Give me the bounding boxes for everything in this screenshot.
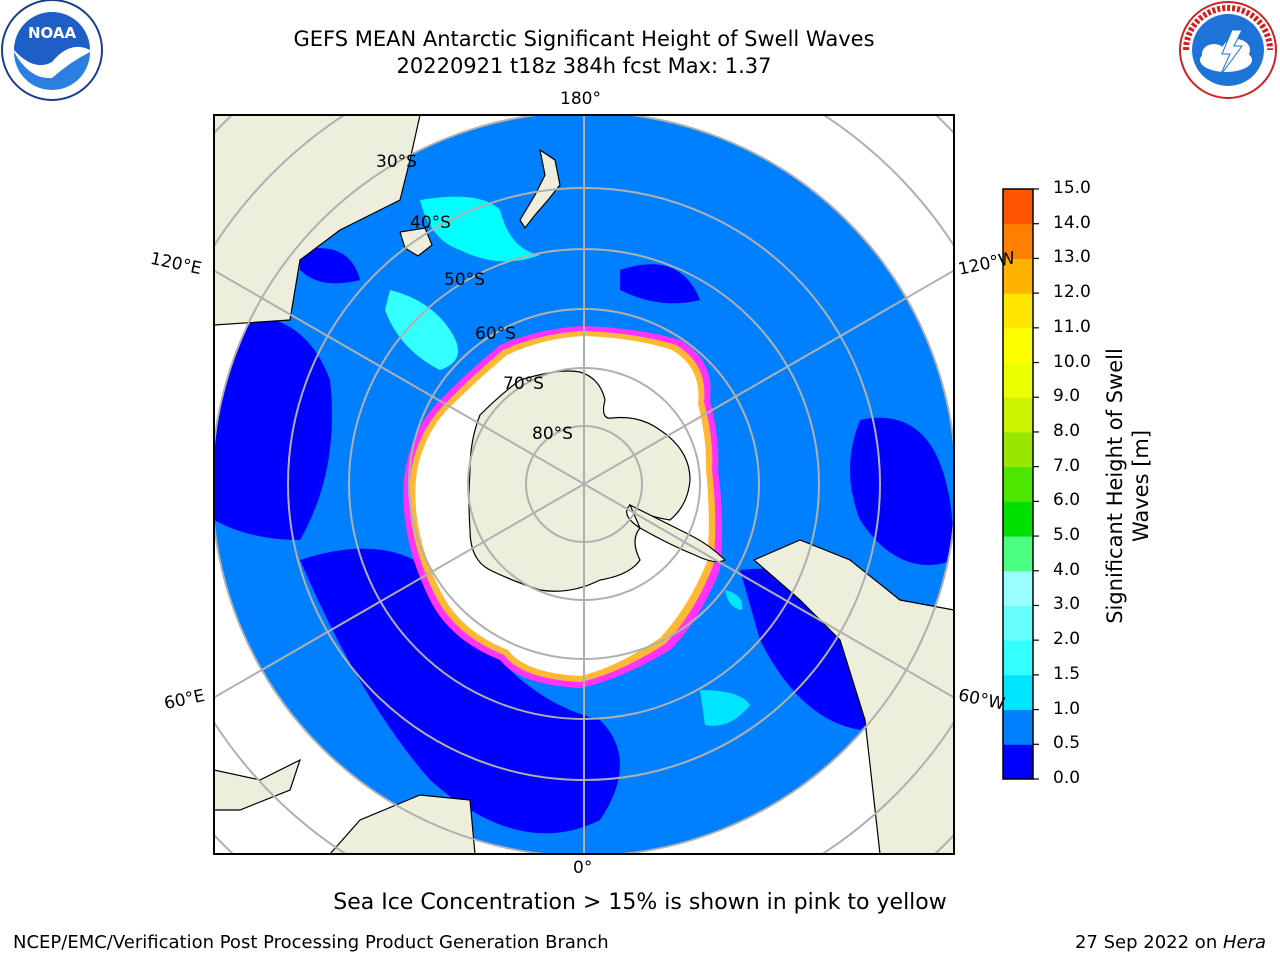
colorbar-tick-label: 0.0 — [1053, 768, 1081, 788]
colorbar-block — [1003, 709, 1033, 745]
colorbar-tick-label: 1.5 — [1053, 663, 1081, 684]
footer-date: 27 Sep 2022 on Hera — [1075, 932, 1266, 953]
colorbar-block — [1003, 466, 1033, 502]
colorbar — [1003, 188, 1039, 780]
noaa-logo: NOAA — [0, 0, 104, 104]
colorbar-tick-label: 2.0 — [1053, 629, 1081, 650]
colorbar-block — [1003, 362, 1033, 398]
map-title: GEFS MEAN Antarctic Significant Height o… — [293, 27, 875, 51]
footer-host: Hera — [1222, 932, 1266, 953]
colorbar-tick-label: 9.0 — [1053, 386, 1081, 407]
lat-label-30s: 30°S — [376, 152, 417, 172]
colorbar-tick-label: 13.0 — [1053, 247, 1091, 268]
colorbar-block — [1003, 605, 1033, 641]
colorbar-block — [1003, 327, 1033, 364]
colorbar-block — [1003, 223, 1033, 259]
colorbar-tick-label: 15.0 — [1053, 178, 1091, 198]
lon-label-top: 180° — [560, 89, 601, 109]
colorbar-tick-label: 1.0 — [1053, 698, 1081, 719]
lat-label-60s: 60°S — [475, 324, 516, 344]
colorbar-tick-label: 0.5 — [1053, 733, 1081, 754]
colorbar-tick-label: 3.0 — [1053, 594, 1081, 615]
colorbar-title: Significant Height of Swell Waves [m] — [1102, 348, 1154, 624]
colorbar-tick-label: 12.0 — [1053, 282, 1091, 303]
colorbar-block — [1003, 536, 1033, 572]
lat-label-80s: 80°S — [532, 424, 573, 444]
colorbar-block — [1003, 501, 1033, 537]
antarctic-peninsula — [628, 503, 727, 563]
colorbar-tick-label: 7.0 — [1053, 455, 1081, 476]
colorbar-title-line1: Significant Height of Swell — [1103, 348, 1127, 624]
colorbar-block — [1003, 397, 1033, 433]
colorbar-block — [1003, 431, 1033, 468]
lon-label-bottom: 0° — [573, 858, 593, 878]
colorbar-tick-label: 10.0 — [1053, 351, 1091, 372]
map-frame — [213, 114, 955, 855]
colorbar-tick-label: 6.0 — [1053, 490, 1081, 511]
colorbar-tick-label: 4.0 — [1053, 559, 1081, 580]
colorbar-tick-label: 8.0 — [1053, 420, 1081, 441]
colorbar-block — [1003, 570, 1033, 606]
colorbar-title-line2: Waves [m] — [1129, 429, 1153, 543]
footer-branch: NCEP/EMC/Verification Post Processing Pr… — [13, 932, 609, 953]
colorbar-block — [1003, 189, 1033, 225]
lat-label-70s: 70°S — [503, 374, 544, 394]
colorbar-block — [1003, 744, 1033, 780]
noaa-logo-text: NOAA — [28, 24, 77, 42]
footer-date-text: 27 Sep 2022 on — [1075, 932, 1223, 953]
colorbar-block — [1003, 258, 1033, 294]
colorbar-block — [1003, 293, 1033, 329]
lat-label-40s: 40°S — [410, 213, 451, 233]
nws-logo — [1176, 0, 1280, 104]
map-subtitle: 20220921 t18z 384h fcst Max: 1.37 — [396, 54, 772, 78]
colorbar-tick-label: 11.0 — [1053, 316, 1091, 337]
lat-label-50s: 50°S — [444, 270, 485, 290]
graticule — [214, 115, 954, 854]
colorbar-frame — [1002, 188, 1034, 780]
sea-ice-note: Sea Ice Concentration > 15% is shown in … — [333, 890, 947, 915]
colorbar-block — [1003, 674, 1033, 711]
colorbar-block — [1003, 640, 1033, 676]
colorbar-tick-label: 14.0 — [1053, 212, 1091, 233]
colorbar-tick-label: 5.0 — [1053, 525, 1081, 546]
